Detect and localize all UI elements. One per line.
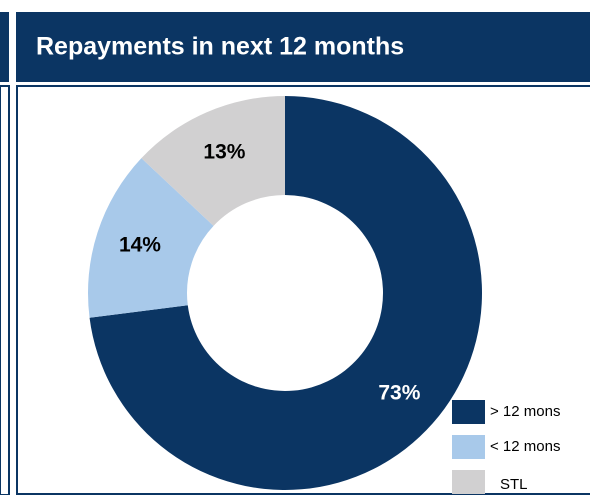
legend-label: STL (500, 476, 528, 493)
header-bar (16, 12, 590, 82)
donut-slice (89, 96, 482, 490)
value-label: 14% (119, 233, 161, 256)
legend-swatch (452, 435, 485, 459)
donut-slice (88, 158, 214, 318)
legend-label: > 12 mons (490, 403, 560, 420)
legend-label: < 12 mons (490, 438, 560, 455)
value-label: 13% (203, 141, 245, 164)
chart-title: Repayments in next 12 months (36, 33, 404, 61)
legend-swatch (452, 470, 485, 494)
neighbor-panel-header (0, 12, 9, 82)
value-label: 73% (378, 381, 420, 404)
neighbor-panel (0, 85, 10, 495)
legend-swatch (452, 400, 485, 424)
donut-slice (141, 96, 285, 226)
